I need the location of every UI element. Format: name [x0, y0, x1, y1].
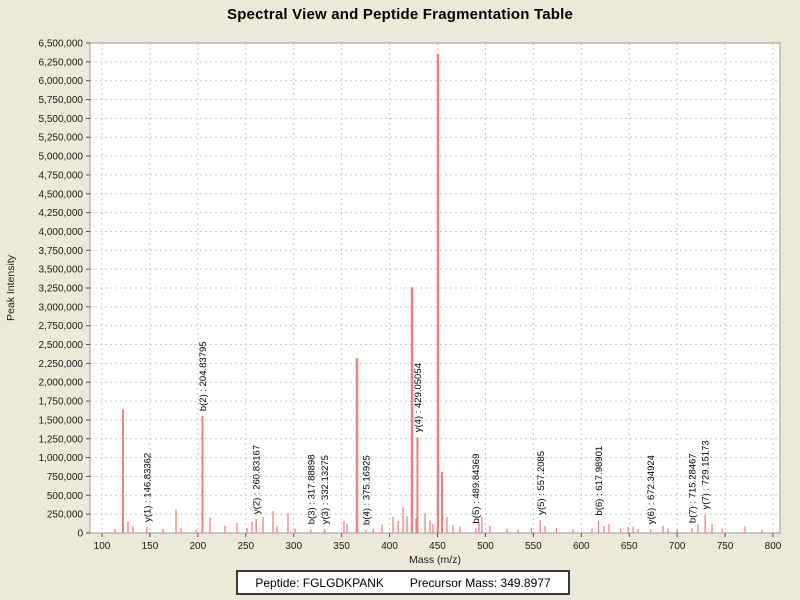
y-axis-title: Peak Intensity [5, 254, 17, 321]
y-tick-label: 0 [77, 529, 83, 540]
x-tick-label: 200 [190, 541, 207, 552]
x-axis-title: Mass (m/z) [409, 554, 461, 566]
y-tick-label: 4,750,000 [39, 170, 84, 181]
y-tick-label: 500,000 [47, 491, 84, 502]
x-tick-label: 400 [381, 541, 398, 552]
peak-label: y(5) : 557.2085 [536, 451, 547, 515]
peak-label: y(4) : 429.05054 [413, 363, 424, 432]
peptide-sequence-label: Peptide: FGLGDKPANK [255, 575, 384, 590]
y-tick-label: 1,500,000 [39, 415, 84, 426]
peak-label: y(1) : 146.83362 [142, 453, 153, 522]
peak-label: y(3) : 332.13275 [320, 455, 331, 524]
y-tick-label: 4,500,000 [39, 189, 84, 200]
y-tick-label: 1,250,000 [39, 434, 84, 445]
y-tick-label: 4,250,000 [39, 208, 84, 219]
y-tick-label: 2,000,000 [39, 378, 84, 389]
y-tick-label: 2,250,000 [39, 359, 84, 370]
x-tick-label: 250 [237, 541, 254, 552]
x-tick-label: 500 [477, 541, 494, 552]
x-tick-label: 450 [429, 541, 446, 552]
y-tick-label: 6,500,000 [39, 39, 84, 50]
y-tick-label: 3,500,000 [39, 265, 84, 276]
peak-label: b(7) : 715.28467 [687, 453, 698, 523]
x-tick-label: 750 [717, 541, 734, 552]
peak-label: b(6) : 617.98901 [594, 446, 605, 516]
peak-label: b(4) : 375.16925 [361, 455, 372, 525]
y-tick-label: 2,750,000 [39, 321, 84, 332]
peptide-info-box: Peptide: FGLGDKPANK Precursor Mass: 349.… [236, 570, 570, 595]
y-tick-label: 3,000,000 [39, 302, 84, 313]
y-tick-label: 5,750,000 [39, 95, 84, 106]
y-tick-label: 750,000 [47, 472, 84, 483]
x-tick-label: 150 [142, 541, 159, 552]
peak-label: b(2) : 204.83795 [198, 341, 209, 411]
peak-label: y(7) : 729.15173 [701, 440, 712, 509]
page-title: Spectral View and Peptide Fragmentation … [226, 6, 574, 23]
y-tick-label: 1,000,000 [39, 453, 84, 464]
y-tick-label: 3,750,000 [39, 246, 84, 257]
x-tick-label: 100 [94, 541, 111, 552]
y-tick-label: 5,500,000 [39, 114, 84, 125]
x-tick-label: 300 [285, 541, 302, 552]
peak-label: b(3) : 317.88898 [306, 454, 317, 524]
x-tick-label: 700 [669, 541, 686, 552]
x-tick-label: 650 [621, 541, 638, 552]
y-tick-label: 2,500,000 [39, 340, 84, 351]
y-tick-label: 1,750,000 [39, 397, 84, 408]
y-tick-label: 5,250,000 [39, 133, 84, 144]
y-tick-label: 3,250,000 [39, 284, 84, 295]
peak-label: b(5) : 489.84369 [471, 454, 482, 524]
precursor-mass-label: Precursor Mass: 349.8977 [409, 575, 551, 590]
y-tick-label: 6,000,000 [39, 76, 84, 87]
x-tick-label: 600 [573, 541, 590, 552]
y-tick-label: 250,000 [47, 510, 84, 521]
y-tick-label: 4,000,000 [39, 227, 84, 238]
y-tick-label: 6,250,000 [39, 57, 84, 68]
x-tick-label: 800 [765, 541, 782, 552]
peak-label: y(2) : 260.83167 [252, 445, 263, 514]
peak-label: y(6) : 672.34924 [646, 455, 657, 524]
y-tick-label: 5,000,000 [39, 152, 84, 163]
x-tick-label: 550 [525, 541, 542, 552]
x-tick-label: 350 [333, 541, 350, 552]
